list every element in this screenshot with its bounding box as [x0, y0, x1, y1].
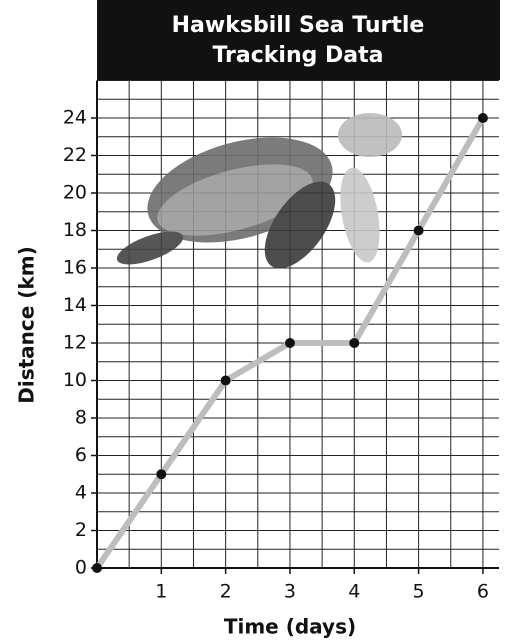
x-tick-label: 2 [220, 581, 232, 603]
y-axis-label: Distance (km) [15, 246, 39, 403]
data-point [477, 113, 488, 123]
x-tick-label: 6 [477, 581, 489, 603]
x-tick-label: 4 [348, 581, 360, 603]
y-tick-label: 14 [63, 294, 87, 316]
y-tick-label: 4 [75, 482, 87, 504]
y-tick-label: 10 [63, 369, 87, 391]
title-band [97, 0, 500, 80]
y-tick-label: 24 [63, 107, 87, 129]
data-point [156, 469, 167, 480]
y-tick-label: 22 [63, 144, 87, 166]
x-tick-label: 5 [413, 581, 425, 603]
y-tick-label: 8 [75, 407, 87, 429]
data-point [92, 563, 102, 573]
y-tick-label: 12 [63, 332, 87, 354]
x-axis-label: Time (days) [224, 615, 356, 639]
chart-title: Tracking Data [212, 43, 383, 68]
y-tick-label: 16 [63, 257, 87, 279]
y-tick-label: 18 [63, 219, 87, 241]
y-tick-label: 20 [63, 182, 87, 204]
turtle-illustration [116, 113, 402, 269]
data-point [284, 338, 295, 348]
data-point [349, 338, 360, 348]
chart-title: Hawksbill Sea Turtle [172, 13, 425, 38]
x-tick-label: 3 [284, 581, 296, 603]
y-tick-label: 2 [75, 519, 87, 541]
data-point [220, 375, 231, 386]
x-tick-label: 1 [155, 581, 167, 603]
data-point [413, 225, 424, 236]
y-tick-label: 6 [75, 444, 87, 466]
y-tick-label: 0 [75, 557, 87, 579]
